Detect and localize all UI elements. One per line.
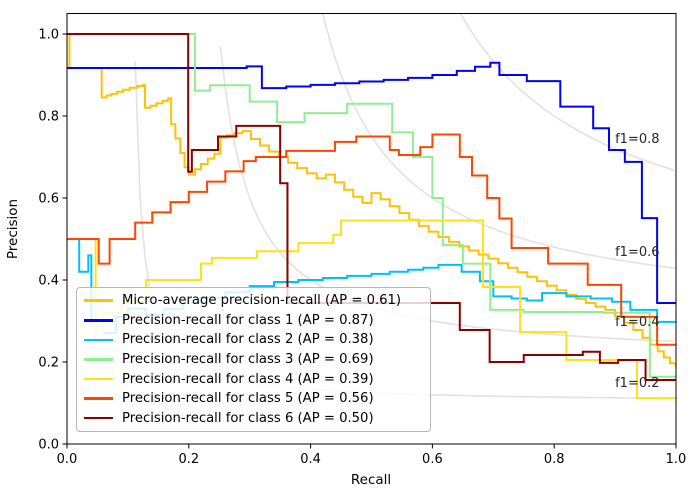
x-tick-label: 1.0	[666, 452, 687, 467]
legend-line-swatch	[84, 397, 113, 400]
iso-f1-curve-0.8	[459, 13, 674, 171]
f1-annotation: f1=0.6	[615, 245, 659, 260]
legend-label: Micro-average precision-recall (AP = 0.6…	[122, 293, 402, 309]
legend-line-swatch	[84, 358, 113, 361]
legend-entry-class-3: Precision-recall for class 3 (AP = 0.69)	[84, 350, 422, 369]
curve-class-1	[67, 61, 676, 304]
x-axis-title: Recall	[351, 472, 391, 488]
legend-line-swatch	[84, 377, 113, 381]
iso-f1-curve-0.4	[219, 46, 674, 343]
f1-annotation: f1=0.8	[615, 132, 659, 147]
legend-label: Precision-recall for class 2 (AP = 0.38)	[122, 332, 374, 348]
f1-annotation: f1=0.2	[615, 376, 659, 391]
y-axis-title: Precision	[5, 199, 21, 259]
y-tick-label: 1.0	[38, 28, 59, 43]
y-tick-label: 0.2	[38, 356, 59, 371]
x-tick-label: 0.8	[544, 452, 565, 467]
iso-f1-curve-0.6	[322, 13, 676, 270]
legend-entry-micro-average: Micro-average precision-recall (AP = 0.6…	[84, 291, 422, 310]
legend-line-swatch	[84, 319, 113, 322]
legend-entry-class-5: Precision-recall for class 5 (AP = 0.56)	[84, 389, 422, 408]
iso-f1-labels: f1=0.2 f1=0.4 f1=0.6 f1=0.8	[615, 132, 659, 391]
legend-entry-class-6: Precision-recall for class 6 (AP = 0.50)	[84, 409, 422, 428]
legend-entry-class-1: Precision-recall for class 1 (AP = 0.87)	[84, 311, 422, 330]
legend-label: Precision-recall for class 1 (AP = 0.87)	[122, 312, 374, 328]
legend-label: Precision-recall for class 4 (AP = 0.39)	[122, 371, 374, 387]
curve-class-3	[67, 33, 676, 378]
legend: Micro-average precision-recall (AP = 0.6…	[76, 287, 431, 432]
y-tick-label: 0.8	[38, 110, 59, 125]
legend-label: Precision-recall for class 6 (AP = 0.50)	[122, 410, 374, 426]
legend-label: Precision-recall for class 5 (AP = 0.56)	[122, 391, 374, 407]
curve-class-6	[67, 33, 676, 382]
axis-ticks: 0.0 0.2 0.4 0.6 0.8 1.0 0.0 0.2 0.4 0.6 0.8 1.0	[38, 28, 686, 468]
f1-annotation: f1=0.4	[615, 315, 659, 330]
legend-line-swatch	[84, 416, 113, 420]
y-tick-label: 0.6	[38, 192, 59, 207]
legend-entry-class-2: Precision-recall for class 2 (AP = 0.38)	[84, 330, 422, 349]
legend-line-swatch	[84, 338, 113, 342]
plot-frame	[66, 13, 677, 445]
x-tick-label: 0.6	[422, 452, 443, 467]
y-tick-label: 0.4	[38, 274, 59, 289]
legend-line-swatch	[84, 299, 113, 303]
legend-entry-class-4: Precision-recall for class 4 (AP = 0.39)	[84, 370, 422, 389]
x-tick-label: 0.4	[300, 452, 321, 467]
curve-class-5	[67, 133, 676, 346]
legend-label: Precision-recall for class 3 (AP = 0.69)	[122, 351, 374, 367]
y-tick-label: 0.0	[38, 438, 59, 453]
x-tick-label: 0.0	[57, 452, 78, 467]
x-tick-label: 0.2	[178, 452, 199, 467]
